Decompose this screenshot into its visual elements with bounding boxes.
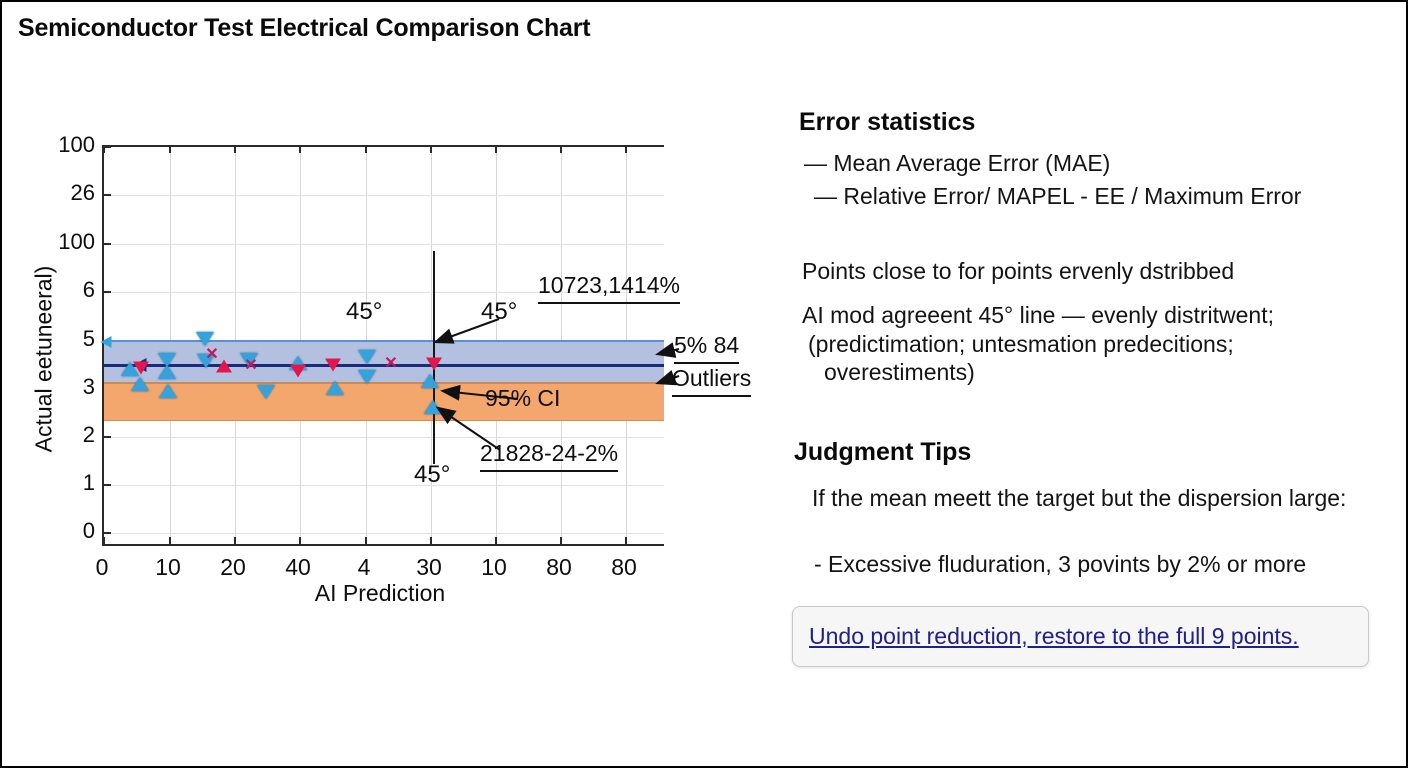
blue-up-marker	[421, 374, 439, 388]
y-tick-mark	[104, 243, 111, 245]
x-axis-label: AI Prediction	[314, 580, 446, 606]
y-tick-mark	[104, 291, 111, 293]
red-x-marker: ✕	[205, 346, 219, 363]
x-tick-label: 10	[481, 554, 507, 580]
pct-top: 10723,1414%	[538, 272, 680, 304]
red-down-marker	[133, 361, 149, 375]
error-statistics-heading: Error statistics	[799, 108, 976, 136]
x-tick-mark	[234, 147, 236, 153]
x-tick-mark	[169, 147, 171, 153]
y-tick-mark	[104, 484, 111, 486]
x-tick-mark	[169, 537, 171, 544]
blue-up-marker	[131, 377, 149, 391]
confidence-band-orange	[104, 382, 664, 421]
x-tick-mark	[103, 147, 105, 153]
x-tick-label: 0	[95, 554, 109, 580]
x-tick-mark	[430, 537, 432, 544]
error-statistics-item: — Mean Average Error (MAE)	[804, 150, 1111, 176]
x-tick-label: 10	[155, 554, 181, 580]
gridline-horizontal	[104, 533, 664, 534]
ci-95: 95% CI	[485, 385, 561, 411]
x-tick-mark	[299, 537, 301, 544]
gridline-horizontal	[104, 195, 664, 196]
y-tick-label: 1	[82, 470, 95, 495]
x-tick-mark	[625, 147, 627, 153]
label-5pct-84: 5% 84	[674, 332, 740, 364]
paragraph-line: AI mod agreeent 45° line — evenly distri…	[802, 302, 1274, 328]
blue-down-marker	[158, 353, 176, 367]
blue-up-marker	[326, 381, 344, 395]
y-tick-mark	[104, 532, 111, 534]
judgment-bullet-line: - Excessive fluduration, 3 povints by 2%…	[814, 551, 1307, 577]
x-tick-label: 40	[285, 554, 311, 580]
blue-up-marker	[159, 384, 177, 398]
note-line: Points close to for points ervenly dstri…	[802, 258, 1235, 284]
x-tick-mark	[103, 537, 105, 544]
page-title: Semiconductor Test Electrical Comparison…	[18, 14, 591, 42]
x-tick-mark	[495, 147, 497, 153]
blue-down-marker	[197, 354, 215, 368]
paragraph-line: (predictimation; untesmation predecition…	[808, 331, 1234, 357]
gridline-horizontal	[104, 485, 664, 486]
blue-down-marker	[358, 350, 376, 364]
angle-45-upper-left: 45°	[346, 298, 383, 325]
y-tick-label: 0	[82, 518, 95, 543]
x-tick-label: 20	[220, 554, 246, 580]
blue-up-marker	[158, 365, 176, 379]
y-tick-mark	[104, 146, 111, 148]
x-tick-mark	[299, 147, 301, 153]
blue-up-marker	[424, 400, 442, 414]
x-tick-mark	[560, 537, 562, 544]
gridline-horizontal	[104, 437, 664, 438]
y-tick-label: 6	[82, 277, 95, 302]
y-tick-label: 100	[58, 132, 95, 157]
y-tick-label: 3	[82, 374, 95, 399]
angle-45-upper-right: 45°	[481, 298, 518, 325]
red-x-marker: ✕	[244, 357, 258, 374]
red-down-marker	[290, 364, 306, 378]
x-tick-mark	[365, 537, 367, 544]
y-tick-label: 5	[82, 326, 95, 351]
red-down-marker	[426, 357, 442, 371]
y-tick-label: 2	[82, 422, 95, 447]
x-tick-mark	[365, 147, 367, 153]
x-tick-label: 4	[357, 554, 371, 580]
gridline-horizontal	[104, 292, 664, 293]
x-tick-mark	[495, 537, 497, 544]
judgment-tip-line: If the mean meett the target but the dis…	[812, 485, 1347, 511]
y-tick-mark	[104, 436, 111, 438]
x-tick-label: 80	[546, 554, 572, 580]
paragraph-line: overestiments)	[824, 359, 975, 385]
x-tick-mark	[234, 537, 236, 544]
mean-error-line	[104, 364, 664, 367]
blue-down-marker	[358, 370, 376, 384]
blue-down-marker	[240, 353, 258, 367]
pct-bottom: 21828-24-2%	[480, 440, 619, 472]
y-tick-label: 100	[58, 229, 95, 254]
red-down-marker	[325, 358, 341, 372]
angle-45-bottom: 45°	[414, 461, 451, 488]
label-outliers: Outliers	[672, 365, 752, 397]
x-tick-mark	[430, 147, 432, 153]
undo-point-reduction-link[interactable]: Undo point reduction, restore to the ful…	[809, 623, 1299, 649]
red-up-marker	[216, 359, 232, 373]
red-x-marker: ✕	[384, 355, 398, 372]
x-tick-label: 80	[611, 554, 637, 580]
y-tick-mark	[104, 194, 111, 196]
blue-down-marker	[257, 385, 275, 399]
gridline-horizontal	[104, 244, 664, 245]
x-tick-mark	[625, 537, 627, 544]
undo-link-box[interactable]: Undo point reduction, restore to the ful…	[792, 606, 1369, 667]
judgment-tips-heading: Judgment Tips	[794, 438, 972, 466]
y-tick-label: 26	[70, 180, 95, 205]
scatter-plot-area: ✕ ✕ ✕	[100, 145, 664, 546]
x-tick-mark	[560, 147, 562, 153]
blue-down-marker	[196, 332, 214, 346]
cyan-arrow-left-marker	[100, 336, 112, 348]
error-statistics-item: — Relative Error/ MAPEL - EE / Maximum E…	[814, 183, 1302, 209]
x-tick-label: 30	[416, 554, 442, 580]
